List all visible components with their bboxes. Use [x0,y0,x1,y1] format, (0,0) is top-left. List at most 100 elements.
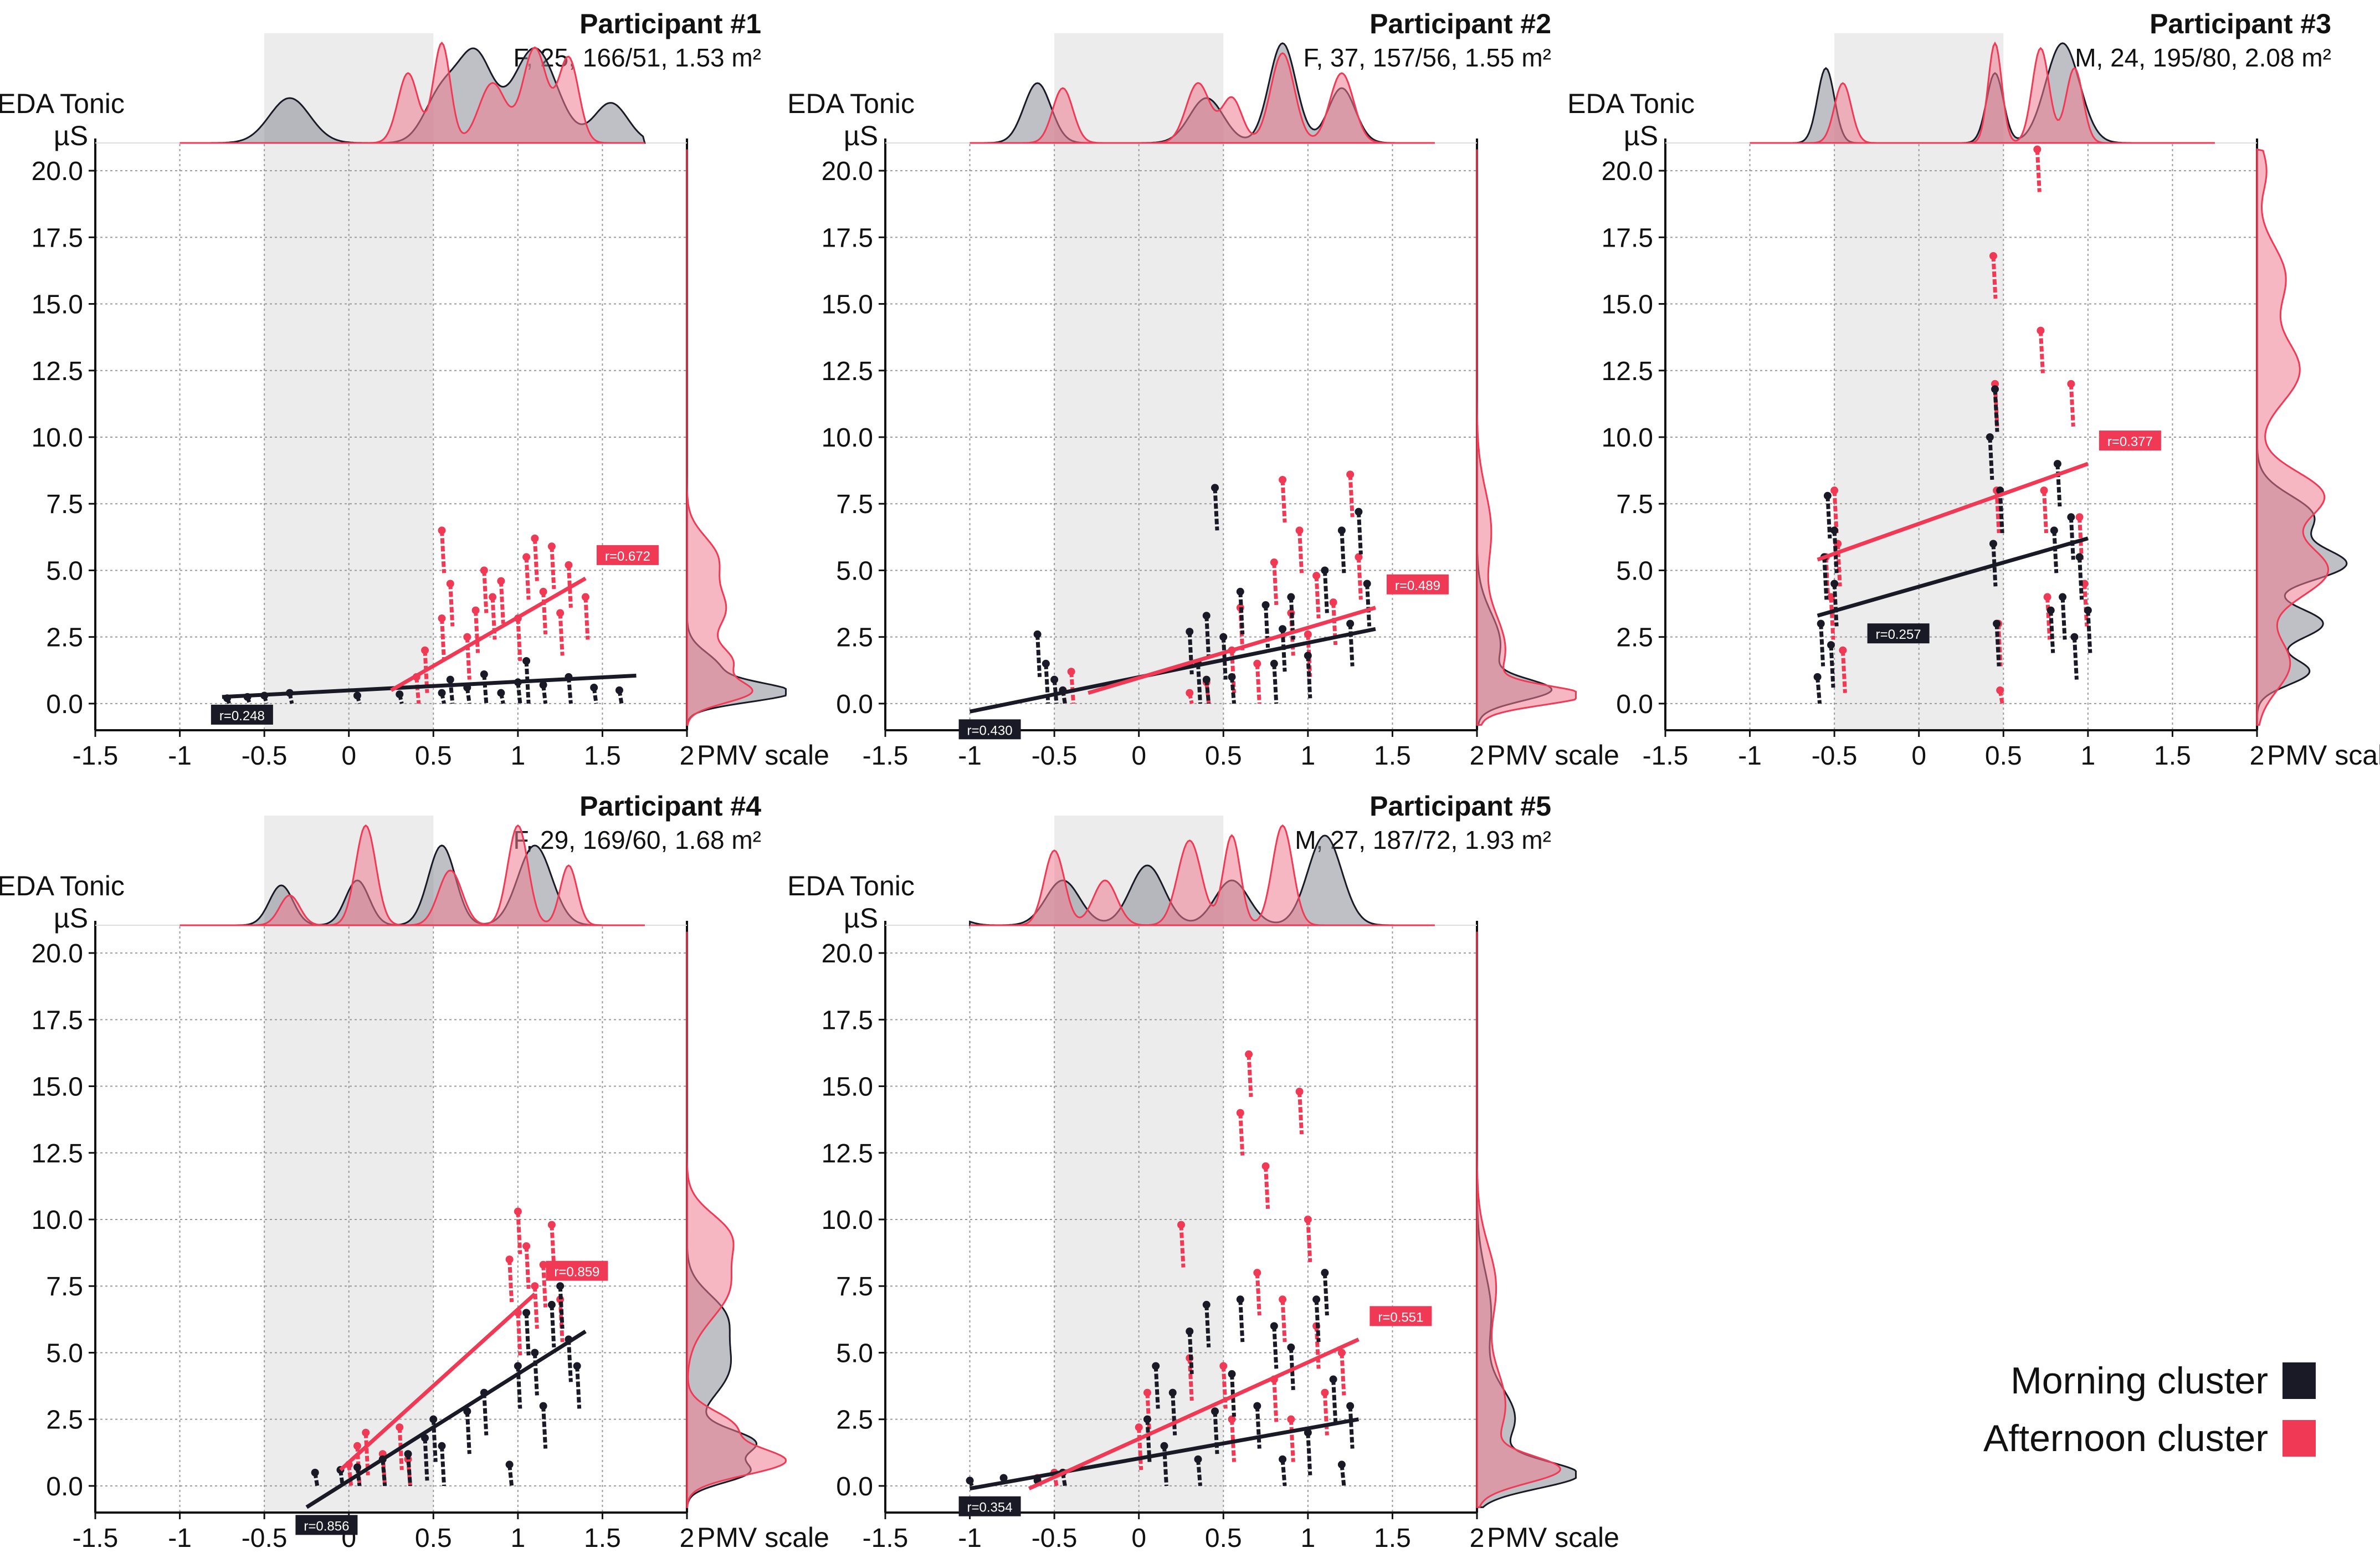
panel-title: Participant #2 [1369,8,1551,39]
data-point-afternoon [2033,145,2042,153]
data-trace-morning [1289,1347,1295,1390]
data-point-morning [522,1309,531,1317]
legend-item-morning: Morning cluster [1950,1352,2316,1410]
data-point-afternoon [547,1221,556,1229]
data-point-morning [573,1362,581,1370]
data-point-morning [311,1468,319,1477]
y-tick-label: 7.5 [46,1272,83,1301]
x-tick-label: -1.5 [863,1524,909,1553]
y-tick-label: 0.0 [46,1472,83,1501]
panel-participant-2: -1.5 -1 -0.5 0 0.5 1 1.5 20.02.55.07.510.012.51… [787,8,1619,771]
data-trace-afternoon [1314,575,1321,619]
data-point-morning [2050,526,2058,535]
legend-swatch-afternoon [2282,1420,2316,1457]
y-tick-label: 20.0 [32,157,83,186]
data-point-afternoon [522,1242,531,1250]
data-point-morning [1228,673,1236,681]
y-tick-label: 2.5 [836,1406,873,1435]
data-trace-afternoon [1255,1273,1261,1316]
r-label-morning: r=0.856 [304,1519,349,1534]
data-point-morning [1817,619,1825,628]
top-density-afternoon [179,824,645,926]
data-point-morning [1989,540,1997,548]
x-tick-label: 0 [341,741,356,771]
panel-subtitle: F, 25, 166/51, 1.53 m² [514,43,762,72]
r-label-box-afternoon [2099,430,2161,451]
data-point-afternoon [471,606,480,614]
data-point-afternoon [1337,1349,1346,1357]
data-point-morning [1279,1455,1287,1463]
data-point-morning [446,675,454,684]
x-tick-label: 0.5 [415,1524,452,1553]
top-density-afternoon [970,52,1435,144]
data-trace-afternoon [524,1246,531,1289]
data-point-afternoon [2043,593,2051,601]
data-trace-morning [431,1419,438,1462]
data-trace-morning [1825,495,1832,539]
data-trace-morning [1213,1411,1219,1454]
x-tick-label: 2 [1470,1524,1485,1553]
legend-label-afternoon: Afternoon cluster [1983,1417,2268,1459]
data-trace-morning [440,1446,447,1487]
data-point-afternoon [1295,526,1304,535]
y-axis-label: EDA Tonic [0,88,125,119]
data-trace-morning [1213,488,1219,531]
data-point-morning [505,1460,514,1469]
data-point-morning [1270,659,1278,668]
data-trace-morning [1162,1446,1168,1487]
x-tick-label: -1.5 [73,741,119,771]
y-tick-label: 10.0 [822,423,873,453]
x-tick-label: -1 [958,1524,982,1553]
y-tick-label: 20.0 [1602,157,1653,186]
panel-participant-1: -1.5 -1 -0.5 0 0.5 1 1.5 20.02.55.07.510.012.51… [0,8,829,771]
data-point-morning [2046,606,2055,614]
data-point-afternoon [514,1207,522,1216]
data-point-morning [429,1415,438,1423]
y-tick-label: 2.5 [46,623,83,653]
y-tick-label: 12.5 [32,357,83,386]
r-label-afternoon: r=0.859 [554,1265,599,1280]
x-tick-label: -0.5 [242,1524,288,1553]
y-tick-label: 10.0 [32,1206,83,1235]
y-tick-label: 15.0 [822,1073,873,1102]
data-point-morning [353,1463,361,1472]
data-trace-morning [2069,517,2075,560]
data-point-afternoon [1219,1362,1228,1370]
r-label-box-morning [958,719,1021,740]
legend-label-morning: Morning cluster [2010,1360,2268,1402]
data-point-morning [539,1402,547,1410]
data-point-morning [1211,1407,1219,1416]
data-trace-morning [1052,679,1059,704]
r-label-box-afternoon [1386,574,1449,594]
data-trace-afternoon [1187,1357,1194,1401]
data-point-morning [999,1474,1008,1482]
data-point-morning [2070,633,2079,641]
data-trace-morning [566,1339,573,1382]
data-point-afternoon [1989,252,1997,260]
data-point-morning [1202,1300,1210,1309]
data-point-morning [1279,625,1287,633]
data-point-morning [1991,385,1999,393]
data-point-afternoon [1295,1088,1304,1096]
data-trace-morning [558,1286,565,1329]
data-trace-morning [550,1304,556,1348]
data-point-morning [2059,593,2067,601]
x-tick-label: -1 [1738,741,1762,771]
data-trace-morning [516,1366,522,1409]
data-trace-morning [1993,389,1999,432]
data-point-morning [1986,433,1994,441]
data-point-afternoon [1253,659,1261,668]
y-tick-label: 20.0 [822,939,873,968]
data-trace-morning [1306,1432,1312,1475]
data-point-morning [1033,630,1042,638]
data-trace-morning [1272,663,1279,704]
data-trace-morning [524,1313,531,1356]
y-tick-label: 7.5 [836,1272,873,1301]
data-trace-morning [1280,629,1287,672]
panel-subtitle: F, 37, 157/56, 1.55 m² [1304,43,1552,72]
panel-subtitle: F, 29, 169/60, 1.68 m² [514,826,762,854]
data-trace-morning [482,1392,489,1436]
data-trace-morning [2055,463,2062,507]
data-point-afternoon [353,1442,361,1450]
